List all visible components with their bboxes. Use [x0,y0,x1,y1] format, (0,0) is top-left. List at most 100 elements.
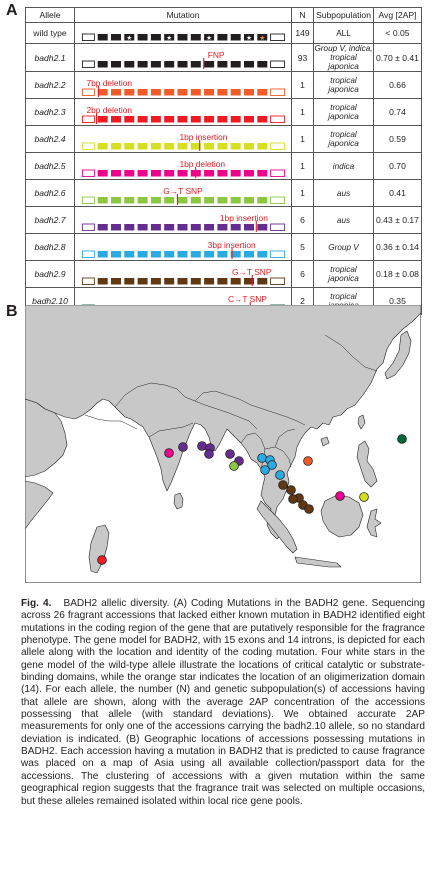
avg-2ap: 0.66 [373,71,422,99]
mainland-asia [25,305,421,540]
exon [177,143,188,150]
mutation-label: 1bp insertion [220,213,268,223]
subpopulation: ALL [313,22,374,44]
exon [150,116,161,123]
exon [270,88,286,96]
exon [111,89,121,96]
exon [257,34,268,41]
gene-model-cell: G→T SNP [74,179,292,207]
exon [204,278,215,285]
exon [124,34,135,41]
exon [81,115,95,123]
accession-count: 1 [291,125,314,153]
avg-2ap: 0.70 [373,152,422,180]
exon [230,116,241,123]
gene-model: ★ ★ ★ ★ ★ [81,33,286,42]
exon [177,224,188,231]
exon [230,89,241,96]
hainan [320,436,330,447]
exon [270,277,286,285]
allele-name: badh2.5 [25,152,75,180]
sulawesi [366,508,382,538]
exon [257,197,268,204]
exon [204,143,215,150]
exon [177,197,188,204]
exon [150,89,161,96]
exon [81,60,95,68]
mutation-label: FNP [208,50,225,60]
avg-2ap: 0.59 [373,125,422,153]
exon [230,278,241,285]
subpopulation: aus [313,206,374,234]
exon [217,278,228,285]
japan [384,330,412,380]
header-avg: Avg [2AP] [373,7,422,23]
exon [244,278,254,285]
figure-label: Fig. 4. [21,598,52,609]
exon [244,89,254,96]
exon [97,197,108,204]
allele-table: Allele Mutation N Subpopulation Avg [2AP] wil… [25,7,422,315]
exon [190,197,201,204]
mutation-label: 7bp deletion [86,78,132,88]
gene-model-cell: 3bp insertion [74,233,292,261]
exon [230,197,241,204]
exon [217,61,228,68]
exon [270,33,286,41]
borneo [320,494,364,538]
avg-2ap: 0.41 [373,179,422,207]
exon [190,34,201,41]
accession-dot [204,449,214,459]
exon [137,34,148,41]
accession-dot [178,442,188,452]
country-borders [84,334,378,470]
arabia [25,398,68,478]
exon [257,224,268,231]
allele-row: badh2.5 1bp deletion 1 indica 0.70 [25,152,422,180]
mutation-label: C→T SNP [228,294,267,304]
exon [111,278,121,285]
border-line [84,414,138,430]
exon [217,34,228,41]
gene-model: G→T SNP [81,267,286,286]
allele-row: badh2.8 3bp insertion 5 Group V 0.36 ± 0.14 [25,233,422,261]
exon [230,143,241,150]
mutation-label: G→T SNP [163,186,203,196]
exon [164,224,175,231]
mutation-label: 1bp deletion [179,159,225,169]
allele-row: badh2.3 2bp deletion 1 tropical japonica 0.7… [25,98,422,126]
madagascar [88,524,110,574]
accession-count: 1 [291,179,314,207]
exon [137,251,148,258]
exon [111,61,121,68]
exon [81,88,95,96]
accession-dot [304,504,314,514]
exon [257,278,268,285]
exon [190,116,201,123]
exon [97,89,108,96]
exon [244,143,254,150]
exon [150,224,161,231]
accession-count: 6 [291,260,314,288]
exon [150,278,161,285]
exon [111,197,121,204]
gene-model: 7bp deletion [81,78,286,97]
border-line [194,390,306,426]
avg-2ap: 0.43 ± 0.17 [373,206,422,234]
exon [217,89,228,96]
exon [217,170,228,177]
mutation-label: 1bp insertion [179,132,227,142]
exon [137,143,148,150]
border-line [114,382,258,430]
allele-name: badh2.1 [25,43,75,72]
accession-dot [286,485,296,495]
exon [111,143,121,150]
exon [190,61,201,68]
exon [177,251,188,258]
exon [97,224,108,231]
exon [124,224,135,231]
exon [217,143,228,150]
allele-name: badh2.3 [25,98,75,126]
exon [257,170,268,177]
exon [97,251,108,258]
